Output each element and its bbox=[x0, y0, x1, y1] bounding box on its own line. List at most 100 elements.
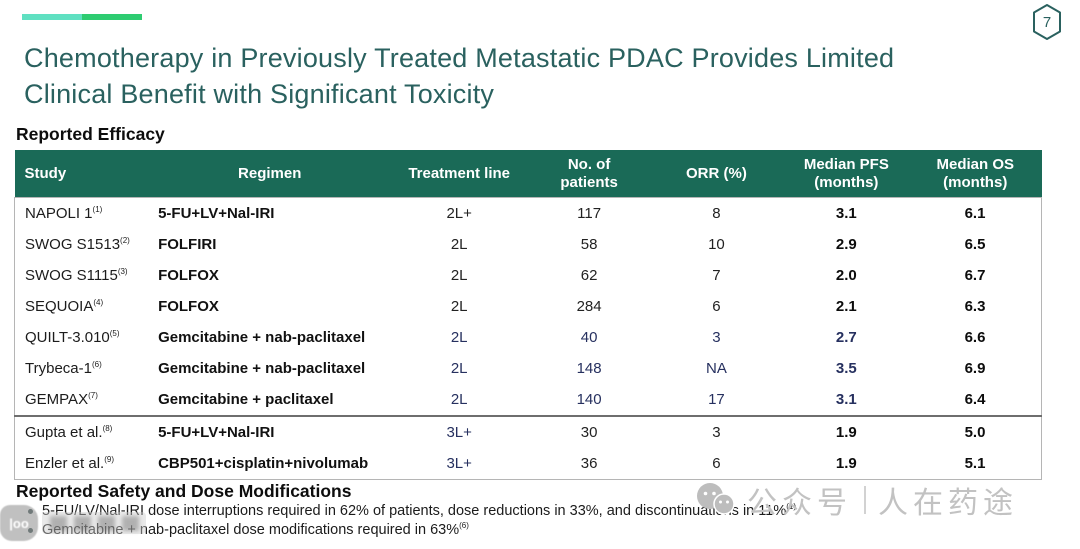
table-row-trybeca-1: Trybeca-1(6) Gemcitabine + nab-paclitaxel… bbox=[14, 353, 1042, 384]
table-row-gempax: GEMPAX(7) Gemcitabine + paclitaxel 2L 140 17… bbox=[14, 384, 1042, 416]
table-row-quilt-3-010: QUILT-3.010(5) Gemcitabine + nab-paclitax… bbox=[14, 322, 1042, 353]
cell-line: 3L+ bbox=[389, 448, 530, 480]
cell-orr: 8 bbox=[649, 197, 784, 229]
cell-regimen: Gemcitabine + nab-paclitaxel bbox=[150, 322, 390, 353]
cell-line: 2L bbox=[389, 229, 530, 260]
cell-study: NAPOLI 1(1) bbox=[14, 197, 151, 229]
cell-orr: 6 bbox=[649, 448, 784, 480]
cell-pfs: 3.5 bbox=[783, 353, 909, 384]
cell-pfs: 2.1 bbox=[783, 291, 909, 322]
footnote-ref: (4) bbox=[93, 298, 104, 307]
safety-bullet: Gemcitabine + nab-paclitaxel dose modifi… bbox=[24, 521, 796, 540]
table-row-swog-s1513: SWOG S1513(2) FOLFIRI 2L 58 10 2.9 6.5 bbox=[14, 229, 1042, 260]
table-row-napoli-1: NAPOLI 1(1) 5-FU+LV+Nal-IRI 2L+ 117 8 3.1 6.1 bbox=[14, 197, 1042, 229]
slide-title: Chemotherapy in Previously Treated Metas… bbox=[24, 40, 1024, 112]
slide-title-line1: Chemotherapy in Previously Treated Metas… bbox=[24, 43, 895, 73]
bullet-dot-icon bbox=[28, 528, 33, 533]
footnote-ref: (7) bbox=[88, 391, 98, 400]
cell-pfs: 3.1 bbox=[783, 197, 909, 229]
cell-study: QUILT-3.010(5) bbox=[14, 322, 151, 353]
column-header-treatment-line: Treatment line bbox=[389, 150, 530, 198]
column-header-no-of-patients: No. of patients bbox=[529, 150, 650, 198]
cell-patients: 40 bbox=[529, 322, 650, 353]
cell-os: 5.1 bbox=[908, 448, 1042, 480]
column-header-median-pfs-months: Median PFS (months) bbox=[783, 150, 909, 198]
cell-regimen: FOLFOX bbox=[150, 260, 390, 291]
efficacy-heading: Reported Efficacy bbox=[16, 124, 165, 144]
cell-orr: 10 bbox=[649, 229, 784, 260]
safety-bullet-text: 5-FU/LV/Nal-IRI dose interruptions requi… bbox=[42, 502, 796, 519]
cell-os: 6.6 bbox=[908, 322, 1042, 353]
cell-patients: 140 bbox=[529, 384, 650, 416]
column-header-median-os-months: Median OS (months) bbox=[908, 150, 1042, 198]
footnote-ref: (5) bbox=[109, 329, 120, 338]
table-row-gupta-et-al: Gupta et al.(8) 5-FU+LV+Nal-IRI 3L+ 30 3 1.9 5… bbox=[14, 415, 1042, 448]
cell-pfs: 1.9 bbox=[783, 448, 909, 480]
column-header-orr: ORR (%) bbox=[649, 150, 784, 198]
table-row-sequoia: SEQUOIA(4) FOLFOX 2L 284 6 2.1 6.3 bbox=[14, 291, 1042, 322]
cell-regimen: 5-FU+LV+Nal-IRI bbox=[150, 415, 390, 448]
cell-regimen: Gemcitabine + paclitaxel bbox=[150, 384, 390, 416]
footnote-ref: (2) bbox=[120, 236, 130, 245]
cell-patients: 284 bbox=[529, 291, 650, 322]
bullet-dot-icon bbox=[28, 509, 33, 514]
safety-bullet-list: 5-FU/LV/Nal-IRI dose interruptions requi… bbox=[24, 502, 796, 540]
cell-study: Enzler et al.(9) bbox=[14, 448, 151, 480]
cell-patients: 62 bbox=[529, 260, 650, 291]
watermark-divider bbox=[864, 486, 866, 514]
footnote-ref: (6) bbox=[91, 360, 102, 369]
cell-pfs: 2.9 bbox=[783, 229, 909, 260]
footnote-ref: (1) bbox=[92, 205, 103, 214]
cell-orr: 6 bbox=[649, 291, 784, 322]
cell-patients: 58 bbox=[529, 229, 650, 260]
cell-orr: NA bbox=[649, 353, 784, 384]
column-header-study: Study bbox=[14, 150, 151, 198]
cell-pfs: 3.1 bbox=[783, 384, 909, 416]
cell-regimen: FOLFOX bbox=[150, 291, 390, 322]
cell-line: 3L+ bbox=[389, 415, 530, 448]
cell-orr: 17 bbox=[649, 384, 784, 416]
cell-regimen: FOLFIRI bbox=[150, 229, 390, 260]
cell-os: 6.9 bbox=[908, 353, 1042, 384]
cell-os: 6.4 bbox=[908, 384, 1042, 416]
accent-bar-green bbox=[82, 14, 142, 20]
page-number: 7 bbox=[1042, 13, 1052, 31]
hexagon-icon bbox=[1033, 4, 1061, 40]
cell-pfs: 2.0 bbox=[783, 260, 909, 291]
accent-bars bbox=[22, 14, 142, 20]
cell-orr: 3 bbox=[649, 415, 784, 448]
page-number-badge: 7 bbox=[1030, 3, 1064, 41]
cell-line: 2L bbox=[389, 353, 530, 384]
cell-regimen: 5-FU+LV+Nal-IRI bbox=[150, 197, 390, 229]
cell-orr: 3 bbox=[649, 322, 784, 353]
cell-os: 6.3 bbox=[908, 291, 1042, 322]
cell-study: SWOG S1513(2) bbox=[14, 229, 151, 260]
cell-os: 6.5 bbox=[908, 229, 1042, 260]
footnote-ref: (1) bbox=[786, 502, 796, 512]
cell-patients: 148 bbox=[529, 353, 650, 384]
cell-line: 2L bbox=[389, 291, 530, 322]
cell-patients: 30 bbox=[529, 415, 650, 448]
cell-pfs: 1.9 bbox=[783, 415, 909, 448]
cell-orr: 7 bbox=[649, 260, 784, 291]
cell-line: 2L bbox=[389, 260, 530, 291]
efficacy-table: Study Regimen Treatment line No. of patient… bbox=[14, 150, 1042, 480]
cell-os: 6.1 bbox=[908, 197, 1042, 229]
accent-bar-mint bbox=[22, 14, 82, 20]
footnote-ref: (6) bbox=[459, 521, 469, 531]
cell-line: 2L+ bbox=[389, 197, 530, 229]
footnote-ref: (9) bbox=[104, 455, 114, 464]
footnote-ref: (8) bbox=[102, 424, 113, 433]
cell-study: Gupta et al.(8) bbox=[14, 415, 151, 448]
table-header-row: Study Regimen Treatment line No. of patient… bbox=[14, 150, 1042, 198]
cell-os: 6.7 bbox=[908, 260, 1042, 291]
cell-line: 2L bbox=[389, 384, 530, 416]
cell-study: GEMPAX(7) bbox=[14, 384, 151, 416]
cell-pfs: 2.7 bbox=[783, 322, 909, 353]
cell-patients: 117 bbox=[529, 197, 650, 229]
cell-study: SWOG S1115(3) bbox=[14, 260, 151, 291]
column-header-regimen: Regimen bbox=[150, 150, 390, 198]
cell-patients: 36 bbox=[529, 448, 650, 480]
cell-study: SEQUOIA(4) bbox=[14, 291, 151, 322]
table-row-enzler-et-al: Enzler et al.(9) CBP501+cisplatin+nivolum… bbox=[14, 448, 1042, 480]
